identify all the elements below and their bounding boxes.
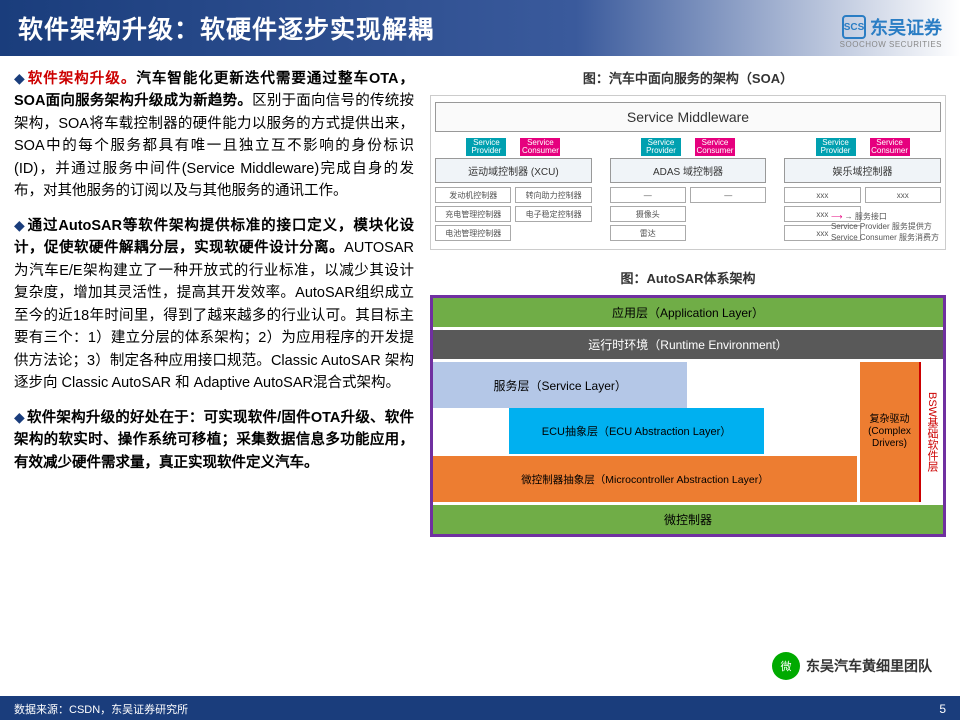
legend-arrow-text: → 服务接口: [845, 212, 887, 221]
p1-lead: 软件架构升级。: [28, 71, 137, 87]
watermark: 微 东吴汽车黄细里团队: [764, 648, 940, 684]
autosar-complex-drivers: 复杂驱动 (Complex Drivers): [857, 362, 919, 502]
figure-column: 图：汽车中面向服务的架构（SOA） Service Middleware Ser…: [424, 68, 946, 688]
logo-text-cn: 东吴证券: [870, 14, 942, 40]
soa-legend: ⟶ → 服务接口 Service Provider 服务提供方 Service …: [831, 212, 939, 243]
port-provider: Service Provider: [466, 138, 506, 156]
p2-body: AUTOSAR为汽车E/E架构建立了一种开放式的行业标准，以减少其设计复杂度，增…: [14, 240, 414, 391]
autosar-mcal-layer: 微控制器抽象层（Microcontroller Abstraction Laye…: [433, 456, 857, 502]
content-area: ◆软件架构升级。汽车智能化更新迭代需要通过整车OTA，SOA面向服务架构升级成为…: [0, 56, 960, 688]
port-provider: Service Provider: [641, 138, 681, 156]
entertain-controller: 娱乐域控制器: [784, 158, 941, 183]
fig2-title: 图：AutoSAR体系架构: [430, 268, 946, 287]
fig1-title: 图：汽车中面向服务的架构（SOA）: [430, 68, 946, 87]
logo-block: SCS 东吴证券: [842, 14, 942, 40]
bullet-diamond: ◆: [14, 70, 26, 86]
autosar-service-layer: 服务层（Service Layer）: [433, 362, 687, 408]
soa-middleware: Service Middleware: [435, 102, 941, 132]
autosar-bsw-wrap: 服务层（Service Layer） ECU抽象层（ECU Abstractio…: [433, 362, 943, 505]
leaf: 雷达: [610, 225, 686, 241]
paragraph-3: ◆软件架构升级的好处在于：可实现软件/固件OTA升级、软件架构的软实时、操作系统…: [14, 407, 414, 474]
leaf: 充电管理控制器: [435, 206, 511, 222]
port-consumer: Service Consumer: [695, 138, 735, 156]
autosar-bsw-label: BSW基础软件层: [919, 362, 943, 502]
leaf: xxx: [865, 187, 941, 203]
autosar-bsw-main: 服务层（Service Layer） ECU抽象层（ECU Abstractio…: [433, 362, 857, 502]
logo-text-en: SOOCHOW SECURITIES: [840, 40, 942, 49]
bullet-diamond: ◆: [14, 217, 26, 233]
bullet-diamond: ◆: [14, 409, 25, 425]
leaf: 电子稳定控制器: [515, 206, 591, 222]
leaf: 摄像头: [610, 206, 686, 222]
leaf: 发动机控制器: [435, 187, 511, 203]
page-number: 5: [939, 702, 946, 716]
page-title: 软件架构升级：软硬件逐步实现解耦: [18, 10, 434, 46]
paragraph-1: ◆软件架构升级。汽车智能化更新迭代需要通过整车OTA，SOA面向服务架构升级成为…: [14, 68, 414, 203]
wechat-icon: 微: [772, 652, 800, 680]
autosar-ecu-layer: ECU抽象层（ECU Abstraction Layer）: [509, 408, 763, 454]
title-bar: 软件架构升级：软硬件逐步实现解耦: [0, 0, 960, 56]
legend-provider: Service Provider 服务提供方: [831, 222, 939, 232]
paragraph-2: ◆通过AutoSAR等软件架构提供标准的接口定义，模块化设计，促使软硬件解耦分层…: [14, 215, 414, 395]
autosar-diagram: 应用层（Application Layer） 运行时环境（Runtime Env…: [430, 295, 946, 537]
adas-controller: ADAS 域控制器: [610, 158, 767, 183]
footer-source: 数据来源：CSDN，东吴证券研究所: [14, 701, 188, 717]
watermark-text: 东吴汽车黄细里团队: [806, 656, 932, 676]
autosar-rte-layer: 运行时环境（Runtime Environment）: [433, 330, 943, 362]
p3-lead: 软件架构升级的好处在于：可实现软件/固件OTA升级、软件架构的软实时、操作系统可…: [14, 410, 414, 471]
footer-bar: 数据来源：CSDN，东吴证券研究所 5: [0, 698, 960, 720]
leaf: —: [690, 187, 766, 203]
xcu-controller: 运动域控制器 (XCU): [435, 158, 592, 183]
autosar-mcu-layer: 微控制器: [433, 505, 943, 534]
logo-icon: SCS: [842, 15, 866, 39]
leaf: xxx: [784, 187, 860, 203]
port-consumer: Service Consumer: [520, 138, 560, 156]
soa-block-adas: Service Provider Service Consumer ADAS 域…: [610, 138, 767, 241]
port-consumer: Service Consumer: [870, 138, 910, 156]
leaf: 电池管理控制器: [435, 225, 511, 241]
soa-block-xcu: Service Provider Service Consumer 运动域控制器…: [435, 138, 592, 241]
text-column: ◆软件架构升级。汽车智能化更新迭代需要通过整车OTA，SOA面向服务架构升级成为…: [14, 68, 424, 688]
leaf: —: [610, 187, 686, 203]
soa-diagram: Service Middleware Service Provider Serv…: [430, 95, 946, 250]
legend-consumer: Service Consumer 服务消费方: [831, 233, 939, 243]
port-provider: Service Provider: [816, 138, 856, 156]
leaf: 转向助力控制器: [515, 187, 591, 203]
autosar-app-layer: 应用层（Application Layer）: [433, 298, 943, 330]
